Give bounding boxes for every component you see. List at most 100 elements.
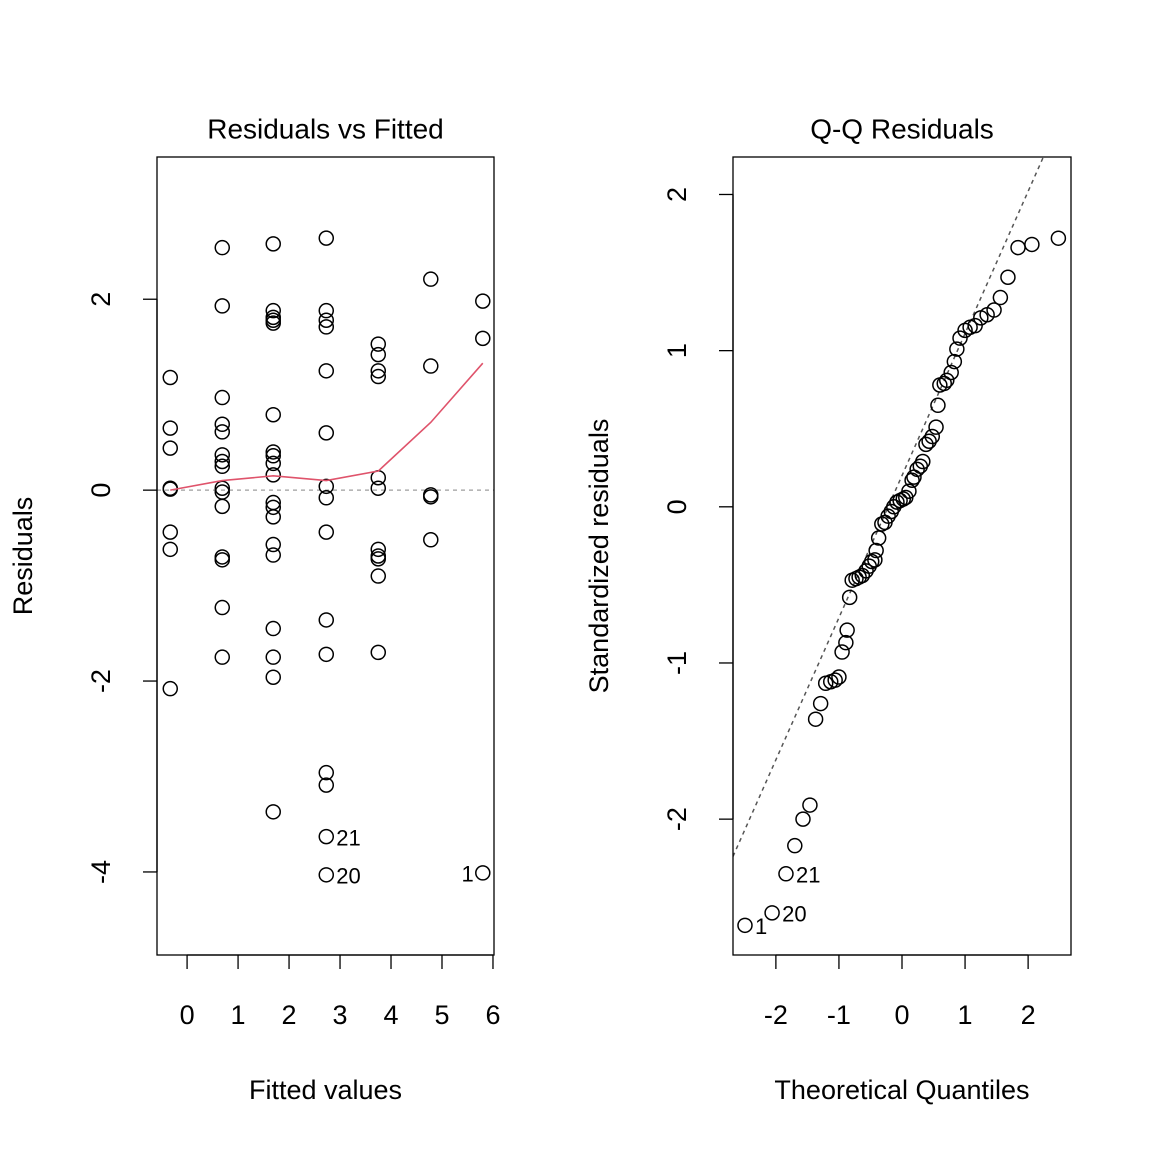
point-label: 21	[336, 825, 360, 850]
point	[370, 336, 387, 352]
x-tick-label: 0	[894, 1000, 909, 1030]
point	[162, 541, 179, 558]
point	[370, 363, 387, 379]
y-tick-label: -1	[662, 651, 692, 675]
point	[967, 317, 983, 334]
point	[265, 312, 281, 328]
point	[921, 433, 937, 449]
point	[318, 524, 335, 540]
point-label: 20	[336, 864, 360, 889]
point	[928, 419, 944, 435]
point	[318, 490, 335, 506]
y-tick-label: 2	[86, 292, 116, 307]
point	[915, 453, 931, 470]
point	[214, 649, 231, 665]
y-tick-label: 1	[662, 343, 692, 358]
point	[423, 271, 439, 287]
point	[214, 389, 231, 406]
point	[737, 917, 753, 934]
point	[370, 541, 387, 558]
point	[867, 552, 883, 568]
smooth-line	[170, 362, 484, 491]
point	[318, 646, 335, 663]
point	[986, 302, 1002, 318]
point	[787, 837, 803, 854]
x-tick-label: -1	[827, 1000, 851, 1030]
point	[423, 532, 439, 548]
point	[265, 536, 281, 553]
qq-line	[733, 157, 1045, 857]
point	[764, 905, 780, 921]
point	[265, 455, 281, 472]
point	[318, 302, 335, 319]
x-tick-label: 5	[434, 1000, 449, 1030]
point	[949, 341, 965, 357]
point	[370, 480, 387, 496]
point	[318, 867, 335, 883]
point	[214, 416, 231, 433]
point	[318, 363, 335, 379]
point	[795, 811, 811, 827]
point	[943, 364, 959, 381]
point	[265, 669, 281, 685]
point	[162, 440, 179, 456]
point	[839, 622, 855, 638]
point	[807, 711, 824, 727]
point	[924, 428, 941, 445]
point	[992, 289, 1009, 306]
chart-title: Q-Q Residuals	[810, 113, 994, 144]
point	[214, 298, 231, 314]
point	[952, 330, 968, 346]
plot-box	[732, 156, 1072, 956]
y-tick-label: 0	[86, 483, 116, 498]
point	[802, 797, 818, 813]
point	[318, 777, 335, 793]
point	[318, 230, 335, 246]
point	[214, 424, 231, 440]
point	[1024, 236, 1040, 253]
point	[870, 530, 887, 546]
point	[265, 547, 281, 563]
point	[162, 680, 179, 697]
x-tick-label: 2	[282, 1000, 297, 1030]
point	[841, 589, 858, 606]
point	[1000, 269, 1016, 285]
point	[370, 644, 387, 661]
x-tick-label: 1	[231, 1000, 246, 1030]
point	[214, 599, 231, 616]
point	[265, 467, 281, 483]
point	[858, 563, 874, 579]
point	[812, 695, 829, 712]
point	[1010, 239, 1026, 256]
point	[370, 551, 387, 567]
point	[214, 239, 231, 256]
point	[946, 353, 963, 370]
point	[370, 568, 387, 584]
point-label: 1	[755, 914, 767, 939]
point	[214, 552, 231, 568]
point-label: 21	[796, 863, 820, 888]
x-tick-label: 0	[180, 1000, 195, 1030]
point	[162, 524, 179, 540]
point	[265, 236, 281, 252]
point	[214, 498, 231, 515]
y-axis-label: Standardized residuals	[584, 419, 614, 694]
point	[318, 612, 335, 628]
x-tick-label: 2	[1021, 1000, 1036, 1030]
plot-area	[157, 230, 494, 883]
point	[909, 461, 925, 478]
point	[831, 669, 847, 685]
chart-title: Residuals vs Fitted	[207, 113, 444, 144]
point	[318, 764, 335, 781]
point	[895, 491, 912, 507]
point	[318, 319, 335, 335]
point	[423, 358, 439, 374]
x-axis-label: Fitted values	[249, 1075, 402, 1105]
point	[265, 649, 281, 665]
point-label: 20	[782, 902, 806, 927]
x-tick-label: -2	[764, 1000, 788, 1030]
point	[370, 346, 387, 363]
point	[423, 489, 439, 505]
plot-area	[733, 157, 1067, 934]
point	[1050, 230, 1067, 246]
